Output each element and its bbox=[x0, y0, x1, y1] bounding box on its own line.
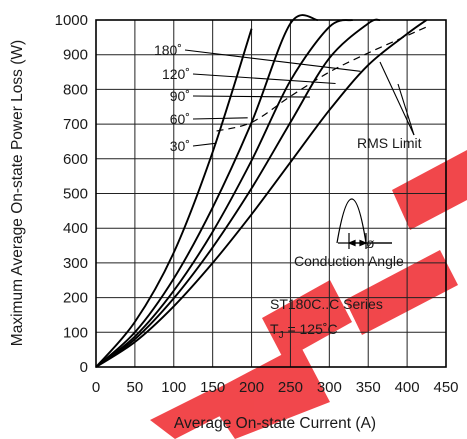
phi-arrow-head-left bbox=[347, 239, 356, 247]
y-tick-label: 900 bbox=[63, 47, 88, 64]
x-tick-label: 450 bbox=[433, 379, 458, 396]
x-tick-label: 200 bbox=[239, 379, 264, 396]
series-label: 30˚ bbox=[170, 138, 190, 154]
watermark-stroke bbox=[345, 250, 458, 335]
conduction-angle-icon bbox=[336, 198, 392, 249]
grid bbox=[95, 19, 447, 368]
series-label: 180˚ bbox=[154, 42, 182, 58]
x-tick-label: 0 bbox=[92, 379, 100, 396]
y-axis-title: Maximum Average On-state Power Loss (W) bbox=[9, 40, 26, 346]
series-leader-line bbox=[192, 73, 336, 85]
y-tick-label: 0 bbox=[80, 359, 88, 376]
y-tick-label: 300 bbox=[63, 255, 88, 272]
x-tick-label: 250 bbox=[278, 379, 303, 396]
watermark-stroke bbox=[392, 150, 467, 230]
series-curve-3 bbox=[95, 18, 381, 368]
x-tick-label: 350 bbox=[356, 379, 381, 396]
x-tick-label: 100 bbox=[161, 379, 186, 396]
y-tick-label: 700 bbox=[63, 116, 88, 133]
rms-leader-line bbox=[379, 61, 415, 136]
series-label: 90˚ bbox=[170, 88, 190, 104]
series-leader-line bbox=[192, 95, 310, 98]
rms-limit-label: RMS Limit bbox=[357, 135, 422, 151]
watermark-stroke bbox=[205, 345, 330, 439]
x-tick-label: 400 bbox=[395, 379, 420, 396]
y-tick-label: 200 bbox=[63, 290, 88, 307]
x-axis-title: Average On-state Current (A) bbox=[174, 415, 376, 432]
series-name-label: ST180C..C Series bbox=[270, 296, 383, 312]
y-tick-label: 400 bbox=[63, 220, 88, 237]
tick-labels: 0 50 100 150 200 250 300 350 400 450 0 100 200 300 400… bbox=[55, 12, 459, 396]
watermark-stroke bbox=[150, 390, 222, 439]
x-tick-label: 50 bbox=[127, 379, 144, 396]
series-curve-2 bbox=[95, 19, 353, 368]
y-tick-label: 1000 bbox=[55, 12, 88, 29]
phi-arrow-head-right bbox=[359, 239, 368, 247]
series-curve-1 bbox=[95, 14, 318, 368]
plot-frame bbox=[95, 19, 447, 368]
junction-temp-label: TJ = 125˚C bbox=[270, 321, 338, 341]
tj-prefix: T bbox=[270, 321, 279, 337]
conduction-angle-label: Conduction Angle bbox=[294, 253, 404, 269]
series-label: 120˚ bbox=[162, 66, 190, 82]
tj-subscript: J bbox=[279, 330, 284, 341]
series-leader-line bbox=[192, 142, 217, 147]
phi-symbol: ø bbox=[366, 235, 375, 251]
series-label: 60˚ bbox=[170, 111, 190, 127]
y-tick-label: 500 bbox=[63, 186, 88, 203]
series-leader-line bbox=[184, 49, 361, 72]
series-labels: 30˚ 60˚ 90˚ 120˚ 180˚ bbox=[154, 42, 361, 154]
y-tick-label: 800 bbox=[63, 81, 88, 98]
y-tick-label: 100 bbox=[63, 324, 88, 341]
tj-value: = 125˚C bbox=[284, 321, 338, 337]
x-tick-label: 150 bbox=[200, 379, 225, 396]
watermark-stroke bbox=[262, 280, 352, 360]
y-tick-label: 600 bbox=[63, 151, 88, 168]
rms-leader-line bbox=[397, 83, 415, 136]
half-sine-waveform bbox=[336, 198, 367, 244]
series-curve-4 bbox=[95, 19, 428, 368]
series-leader-line bbox=[192, 117, 248, 120]
x-tick-label: 300 bbox=[317, 379, 342, 396]
